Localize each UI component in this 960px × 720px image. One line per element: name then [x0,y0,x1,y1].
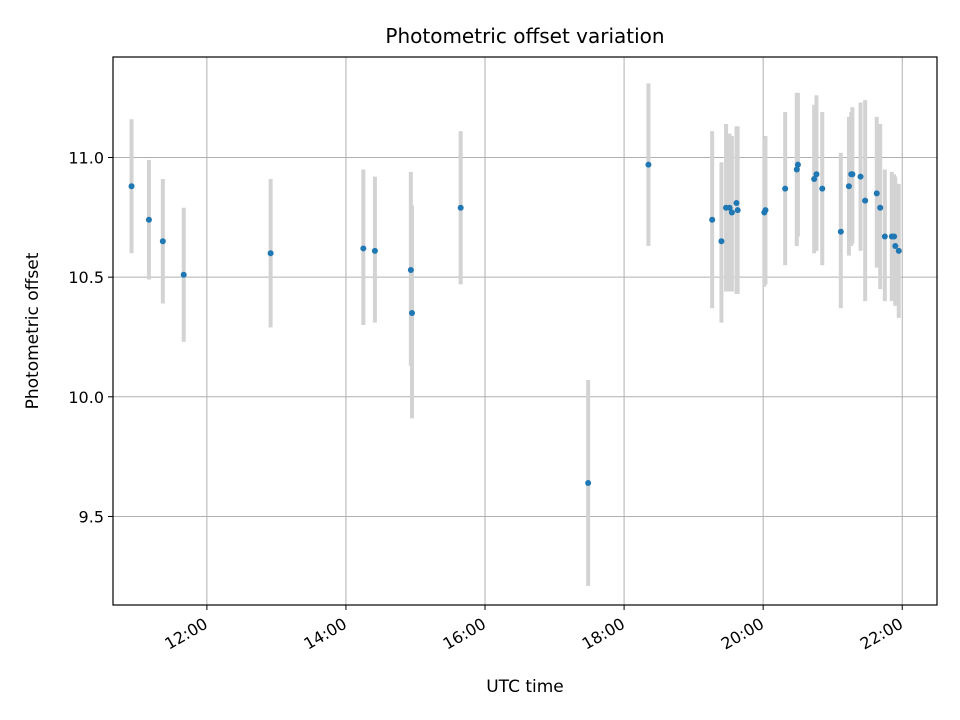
data-point [409,310,416,317]
data-point [862,197,869,204]
data-point [782,185,789,192]
data-point [895,247,902,254]
y-tick-label: 10.5 [68,268,104,287]
data-point [881,233,888,240]
y-tick-label: 11.0 [68,149,104,168]
y-tick-label: 9.5 [79,507,104,526]
data-point [180,271,187,278]
data-point [407,266,414,273]
data-point [819,185,826,192]
data-point [585,479,592,486]
data-point [709,216,716,223]
data-point [891,233,898,240]
data-point [457,204,464,211]
data-point [159,238,166,245]
data-point [794,161,801,168]
data-points [128,161,902,486]
x-axis-title: UTC time [486,677,564,697]
data-point [645,161,652,168]
data-point [857,173,864,180]
data-point [892,243,899,250]
y-axis-title: Photometric offset [23,252,43,409]
data-point [726,204,733,211]
data-point [849,171,856,178]
data-point [762,207,769,214]
data-point [145,216,152,223]
chart-title: Photometric offset variation [385,24,664,48]
data-point [267,250,274,257]
y-tick-label: 10.0 [68,388,104,407]
data-point [837,228,844,235]
data-point [371,247,378,254]
data-point [811,176,818,183]
data-point [734,207,741,214]
plot-frame [112,56,938,606]
data-point [793,166,800,173]
data-point [845,183,852,190]
data-point [733,199,740,206]
data-point [728,209,735,216]
y-axis-ticks: 9.5 10.0 10.5 11.0 [68,149,113,526]
data-point [718,238,725,245]
data-point [128,183,135,190]
data-point [877,204,884,211]
data-point [360,245,367,252]
data-point [813,171,820,178]
data-point [873,190,880,197]
